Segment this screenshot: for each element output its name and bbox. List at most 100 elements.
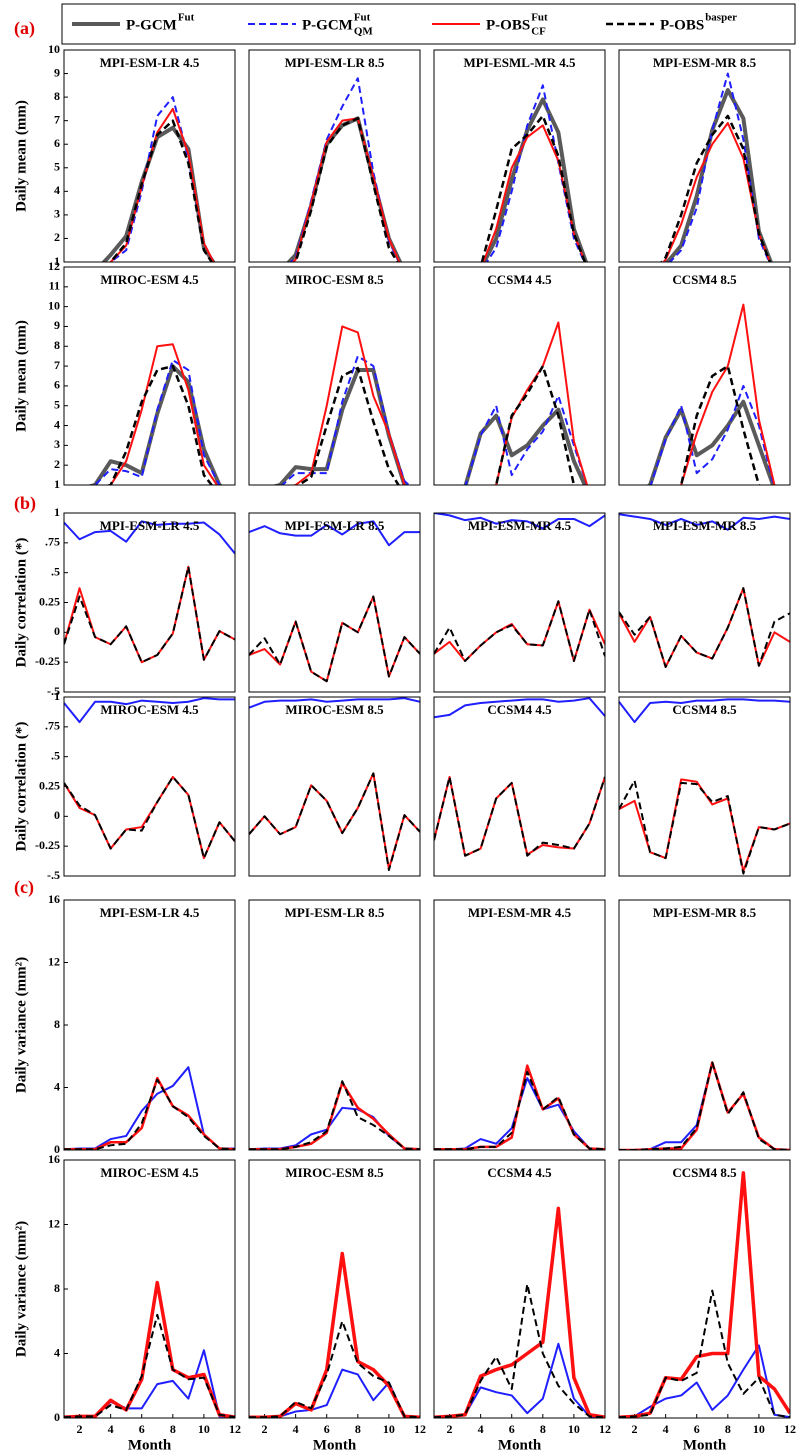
series-line [434, 775, 605, 857]
y-tick-label: 3 [54, 207, 60, 221]
series-line [619, 1289, 790, 1418]
y-tick-label: 0 [54, 808, 60, 822]
x-tick-label: 12 [784, 1422, 796, 1436]
y-tick-label: -0.25 [35, 654, 60, 668]
x-tick-label: 2 [77, 1422, 83, 1436]
panel-title: CCSM4 8.5 [672, 1165, 737, 1180]
plot-border [63, 899, 236, 1151]
y-tick-label: 0 [54, 624, 60, 638]
x-tick-label: 8 [355, 1422, 361, 1436]
panel-title: CCSM4 8.5 [672, 272, 737, 287]
panel-title: MPI-ESM-MR 8.5 [653, 518, 757, 533]
legend-label: P-OBS [660, 17, 704, 33]
x-tick-label: 2 [632, 1422, 638, 1436]
panel-title: CCSM4 4.5 [487, 272, 552, 287]
x-tick-label: 4 [108, 1422, 114, 1436]
panel-label: (b) [14, 493, 36, 514]
y-tick-label: 4 [54, 417, 60, 431]
series-line [64, 1313, 235, 1418]
series-line [249, 697, 420, 709]
panel-title: CCSM4 8.5 [672, 702, 737, 717]
x-tick-label: 10 [383, 1422, 395, 1436]
plot-frame [248, 899, 421, 1151]
y-tick-label: 16 [48, 892, 60, 906]
y-tick-label: 8 [54, 1281, 60, 1295]
y-tick-label: .5 [51, 748, 60, 762]
series-line [480, 114, 587, 262]
panel-title: CCSM4 4.5 [487, 1165, 552, 1180]
panel-title: MPI-ESM-LR 8.5 [285, 55, 385, 70]
plot-border [618, 696, 791, 877]
y-tick-label: 4 [54, 1079, 60, 1093]
x-axis-label: Month [683, 1437, 727, 1453]
series-line [619, 513, 790, 531]
x-tick-label: 10 [753, 1422, 765, 1436]
y-tick-label: 8 [54, 89, 60, 103]
panel-title: MPI-ESM-MR 8.5 [653, 905, 757, 920]
y-tick-label: 0.25 [39, 594, 60, 608]
plot-border [433, 512, 606, 693]
series-line [249, 520, 420, 547]
y-axis-label: Daily variance (mm²) [13, 1221, 29, 1357]
panel-title: MIROC-ESM 4.5 [100, 702, 199, 717]
series-line [619, 1171, 790, 1418]
plot-frame [248, 49, 421, 263]
legend-label: P-OBS [486, 17, 530, 33]
panel-title: MIROC-ESM 8.5 [285, 272, 384, 287]
plot-border [63, 266, 236, 486]
series-line [668, 72, 771, 262]
panel-title: MPI-ESM-LR 4.5 [100, 55, 200, 70]
x-tick-label: 10 [568, 1422, 580, 1436]
x-tick-label: 6 [139, 1422, 145, 1436]
y-tick-label: 5 [54, 397, 60, 411]
panel-title: MIROC-ESM 4.5 [100, 1165, 199, 1180]
x-tick-label: 2 [262, 1422, 268, 1436]
panel-title: MIROC-ESM 8.5 [285, 1165, 384, 1180]
series-line [619, 779, 790, 875]
panel-title: MPI-ESM-LR 4.5 [100, 905, 200, 920]
panel-title: MPI-ESM-MR 4.5 [468, 518, 572, 533]
y-axis-label: Daily mean (mm) [13, 320, 29, 432]
series-line [64, 565, 235, 664]
legend-sup: Fut [178, 12, 195, 24]
plot-border [433, 696, 606, 877]
series-line [434, 513, 605, 530]
panel-title: MPI-ESML-MR 4.5 [464, 55, 576, 70]
plot-border [63, 696, 236, 877]
series-line [64, 697, 235, 724]
series-line [249, 772, 420, 872]
plot-border [433, 49, 606, 263]
plot-frame [618, 899, 791, 1151]
x-tick-label: 8 [725, 1422, 731, 1436]
x-tick-label: 12 [599, 1422, 611, 1436]
plot-frame [63, 512, 236, 693]
x-tick-label: 4 [663, 1422, 669, 1436]
plot-frame [433, 1159, 606, 1419]
x-tick-label: 6 [324, 1422, 330, 1436]
plot-frame [63, 696, 236, 877]
plot-border [63, 49, 236, 263]
panel-title: MPI-ESM-LR 8.5 [285, 905, 385, 920]
series-line [619, 587, 790, 668]
series-line [108, 107, 215, 262]
x-tick-label: 4 [478, 1422, 484, 1436]
y-axis-label: Daily correlation (*) [13, 538, 29, 668]
panel-title: MPI-ESM-LR 8.5 [285, 518, 385, 533]
series-line [434, 697, 605, 719]
y-tick-label: 3 [54, 437, 60, 451]
x-axis-label: Month [128, 1437, 172, 1453]
plot-border [63, 1159, 236, 1419]
y-tick-label: 9 [54, 318, 60, 332]
series-line [64, 520, 235, 555]
y-tick-label: 2 [54, 457, 60, 471]
y-tick-label: 4 [54, 183, 60, 197]
y-tick-label: .5 [51, 564, 60, 578]
series-line [434, 600, 605, 662]
legend-sup: basper [705, 12, 737, 24]
series-line [91, 359, 222, 485]
y-tick-label: 12 [48, 259, 60, 273]
y-tick-label: 12 [48, 954, 60, 968]
series-line [106, 343, 219, 485]
series-line [64, 1078, 235, 1150]
